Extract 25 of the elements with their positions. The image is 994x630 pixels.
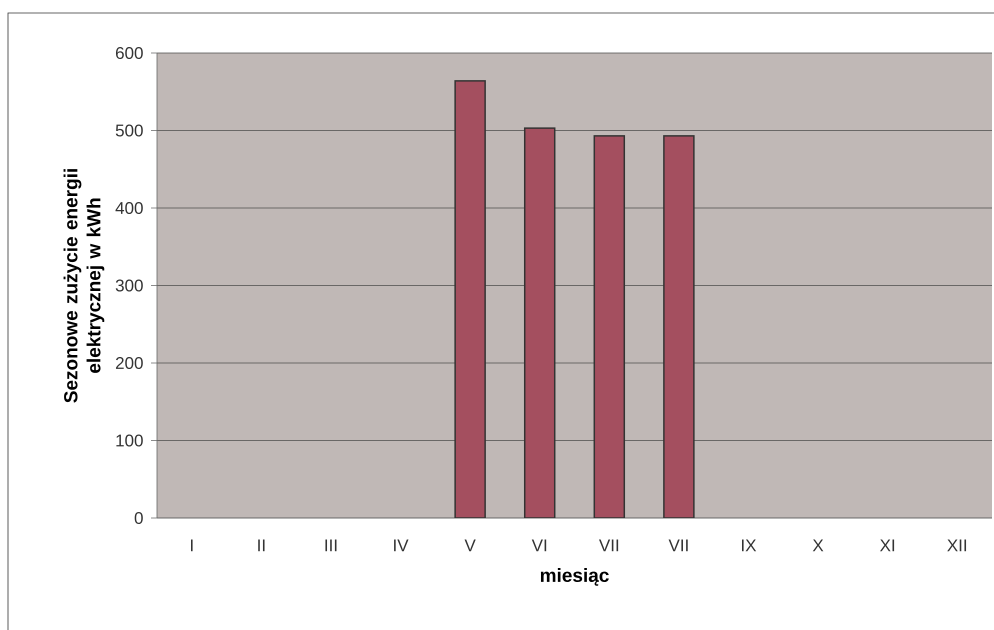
- y-tick-label: 300: [116, 279, 143, 292]
- y-tick-label: 0: [134, 512, 143, 524]
- x-tick-label: II: [258, 540, 265, 552]
- y-tick-label: 100: [116, 434, 143, 447]
- bar: [594, 135, 626, 518]
- bar: [524, 127, 556, 518]
- x-tick-label: X: [812, 540, 824, 552]
- x-tick-label: IV: [394, 540, 409, 552]
- x-tick-label: XI: [880, 540, 894, 552]
- x-tick-label: VI: [532, 540, 546, 552]
- y-tick-label: 200: [116, 356, 143, 370]
- bar: [663, 135, 695, 518]
- x-tick-label: VII: [598, 540, 618, 552]
- x-tick-label: IX: [742, 540, 756, 552]
- y-tick-label: 400: [116, 202, 143, 214]
- x-tick-label: VII: [668, 540, 688, 552]
- y-axis-title: Sezonowe zużycie energii elektrycznej w kWh: [64, 169, 104, 403]
- x-tick-label: III: [325, 540, 336, 552]
- x-tick-label: V: [464, 540, 476, 552]
- x-tick-label: XII: [947, 540, 966, 552]
- bar: [454, 80, 486, 518]
- y-tick-label: 500: [116, 124, 143, 137]
- y-tick-label: 600: [116, 46, 143, 60]
- x-axis-title: miesiąc: [540, 568, 609, 586]
- x-tick-label: I: [190, 540, 193, 552]
